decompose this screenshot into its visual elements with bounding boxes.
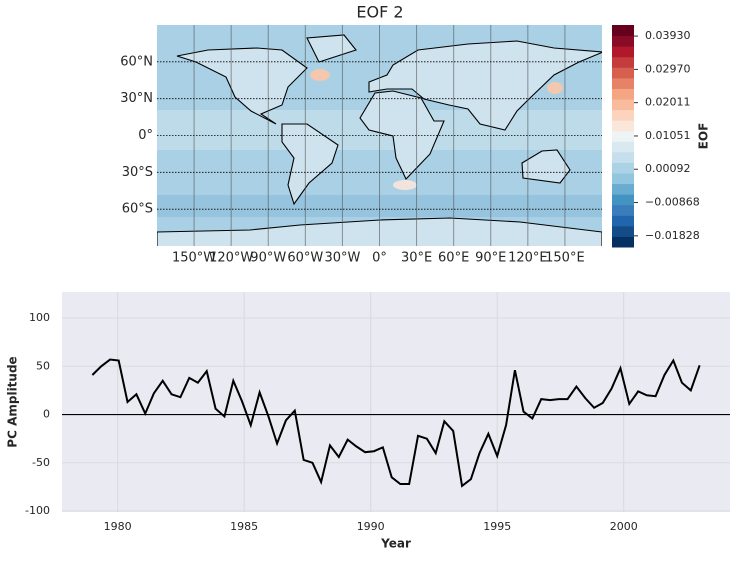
- map-y-tick-label: 30°N: [120, 91, 153, 106]
- y-tick-label: 50: [36, 359, 50, 372]
- continent: [368, 40, 602, 131]
- field-spot: [547, 82, 563, 94]
- colorbar-band: [612, 236, 634, 248]
- map-y-tick-label: 0°: [138, 128, 153, 143]
- colorbar-band: [612, 194, 634, 206]
- colorbar-tick-label: 0.02970: [645, 62, 691, 75]
- x-tick-label: 1990: [357, 520, 385, 533]
- map-x-tick-label: 30°W: [324, 251, 360, 266]
- colorbar-band: [612, 56, 634, 68]
- map-y-tick-label: 30°S: [122, 165, 153, 180]
- x-tick-label: 2000: [610, 520, 638, 533]
- y-tick-label: -50: [32, 456, 50, 469]
- colorbar-band: [612, 67, 634, 79]
- continent: [521, 149, 571, 184]
- x-tick-label: 1980: [104, 520, 132, 533]
- field-spot: [393, 180, 417, 190]
- map-x-tick-label: 120°E: [508, 251, 548, 266]
- map-x-tick-label: 90°W: [250, 251, 286, 266]
- x-axis-label: Year: [380, 537, 411, 551]
- continent: [306, 34, 357, 63]
- map-x-tick-label: 30°E: [401, 251, 432, 266]
- x-tick-label: 1995: [483, 520, 511, 533]
- colorbar-tick-label: −0.01828: [645, 229, 700, 242]
- colorbar-band: [612, 109, 634, 121]
- continent: [359, 90, 445, 180]
- colorbar-band: [612, 141, 634, 153]
- x-tick-label: 1985: [230, 520, 258, 533]
- colorbar-band: [612, 183, 634, 195]
- y-tick-label: 100: [29, 311, 50, 324]
- map-y-tick-label: 60°N: [120, 54, 153, 69]
- colorbar-band: [612, 25, 634, 37]
- map-x-tick-label: 60°E: [438, 251, 469, 266]
- y-tick-label: 0: [43, 408, 50, 421]
- colorbar-band: [612, 99, 634, 111]
- colorbar-band: [612, 120, 634, 132]
- colorbar-tick-label: 0.00092: [645, 162, 691, 175]
- map-x-tick-label: 90°E: [475, 251, 506, 266]
- y-axis-label: PC Amplitude: [6, 356, 20, 447]
- field-spot: [310, 69, 330, 81]
- colorbar-band: [612, 35, 634, 47]
- colorbar-label: EOF: [697, 123, 711, 150]
- data-line: [91, 358, 701, 488]
- y-tick-label: -100: [25, 504, 50, 517]
- colorbar-band: [612, 215, 634, 227]
- colorbar-band: [612, 225, 634, 237]
- map-x-tick-label: 150°E: [545, 251, 585, 266]
- colorbar-band: [612, 130, 634, 142]
- map-x-tick-label: 120°W: [209, 251, 253, 266]
- continent: [281, 123, 339, 206]
- map-x-tick-label: 60°W: [287, 251, 323, 266]
- colorbar-tick-label: 0.03930: [645, 29, 691, 42]
- colorbar-band: [612, 46, 634, 58]
- map-x-tick-label: 0°: [372, 251, 387, 266]
- colorbar-band: [612, 204, 634, 216]
- colorbar-band: [612, 151, 634, 163]
- colorbar-band: [612, 162, 634, 174]
- map-x-tick-label: 150°W: [172, 251, 216, 266]
- plot-area: [62, 292, 730, 512]
- map-title: EOF 2: [356, 3, 403, 22]
- colorbar-tick-label: −0.00868: [645, 196, 700, 209]
- colorbar-tick-label: 0.02011: [645, 96, 691, 109]
- colorbar-band: [612, 173, 634, 185]
- map-y-tick-label: 60°S: [122, 202, 153, 217]
- continent: [176, 47, 308, 125]
- colorbar-band: [612, 77, 634, 89]
- colorbar-tick-label: 0.01051: [645, 129, 691, 142]
- colorbar-band: [612, 88, 634, 100]
